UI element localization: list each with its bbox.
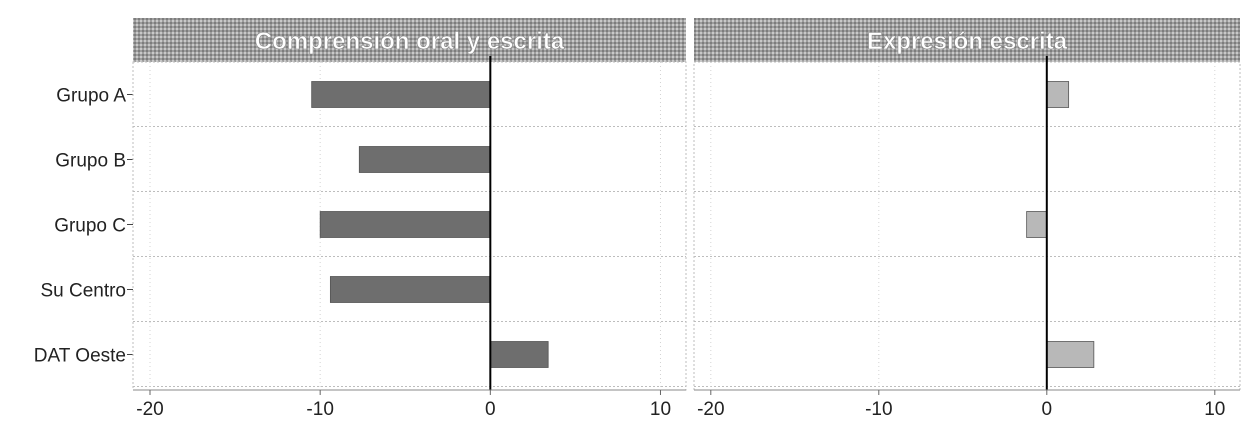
x-tick-label: -10 xyxy=(865,399,892,420)
bar xyxy=(329,276,491,303)
category-label: Grupo B xyxy=(55,151,126,172)
bar xyxy=(311,81,491,108)
x-tick-label: -20 xyxy=(136,399,163,420)
bar xyxy=(358,146,491,173)
category-label: Grupo C xyxy=(54,216,126,237)
plot-frame xyxy=(693,61,1241,391)
chart-panel-1: Comprensión oral y escrita -20 -10 0 10 xyxy=(132,18,687,420)
panel-header-band xyxy=(133,18,686,62)
x-tick-label: -10 xyxy=(306,399,333,420)
category-label: DAT Oeste xyxy=(34,346,126,367)
x-tick-label: 10 xyxy=(1204,399,1225,420)
bar xyxy=(1046,81,1070,108)
chart-panel-2: Expresión escrita -20 -10 0 10 xyxy=(693,18,1241,420)
x-tick-label: 0 xyxy=(1042,399,1053,420)
panel-title: Comprensión oral y escrita xyxy=(255,28,565,55)
bar xyxy=(319,211,491,238)
category-label: Su Centro xyxy=(40,281,126,302)
panel-title: Expresión escrita xyxy=(867,28,1068,55)
bar xyxy=(1046,341,1095,368)
panel-header-band xyxy=(694,18,1240,62)
x-tick-label: -20 xyxy=(697,399,724,420)
bar xyxy=(1026,211,1048,238)
x-tick-label: 10 xyxy=(650,399,671,420)
x-tick-label: 0 xyxy=(485,399,496,420)
category-label: Grupo A xyxy=(56,86,126,107)
bar xyxy=(489,341,549,368)
